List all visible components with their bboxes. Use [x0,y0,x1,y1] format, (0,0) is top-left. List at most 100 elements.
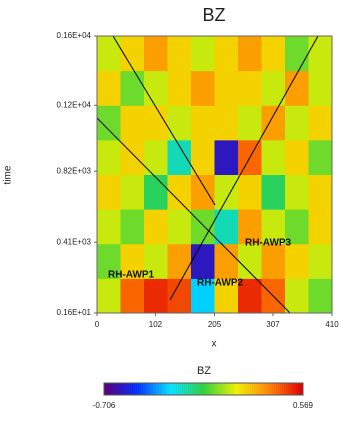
colorbar-segment [217,383,220,395]
heat-cell [144,278,168,313]
colorbar-segment [149,383,152,395]
colorbar-segment [221,383,224,395]
heat-cell [214,105,239,141]
annotation: RH-AWP3 [245,238,292,249]
heat-cell [167,278,192,313]
heat-cell [144,243,168,279]
colorbar-segment [135,383,138,395]
colorbar-segment [157,383,160,395]
colorbar-segment [155,383,158,395]
colorbar-segment [105,383,109,395]
y-tick-label: 0.16E+04 [57,31,92,40]
heat-cell [285,209,309,245]
heat-cell [167,70,192,106]
heat-cell [261,209,286,245]
heat-cell [191,36,215,72]
heat-cell [214,139,239,175]
colorbar-segment [295,383,298,395]
colorbar-segment [193,383,196,395]
colorbar-segment [111,383,115,395]
heat-cell [120,174,145,210]
annotation: RH-AWP2 [197,278,244,289]
colorbar-segment [167,383,170,395]
colorbar-segment [247,383,250,395]
colorbar-segment [181,383,184,395]
heat-cell [285,105,309,141]
heat-cell [214,36,239,72]
wave-line [169,36,319,301]
colorbar-segment [131,383,134,395]
heat-cell [261,70,286,106]
heat-cell [308,278,332,313]
y-axis-label: time [3,165,14,184]
colorbar-title: BZ [197,365,211,377]
heat-cell [214,278,239,313]
heat-cell [97,209,121,245]
heat-cell [120,243,145,279]
colorbar-segment [267,383,270,395]
y-tick-label: 0.41E+03 [57,237,92,246]
heat-cell [285,174,309,210]
heat-cell [308,36,332,72]
heat-cell [120,105,145,141]
heat-cell [238,105,262,141]
annotation: RH-AWP1 [108,270,155,281]
heat-cell [191,105,215,141]
wave-line [112,36,216,206]
heat-cell [167,243,192,279]
colorbar-segment [141,383,144,395]
colorbar-segment [245,383,248,395]
colorbar-segment [279,383,282,395]
heat-cell [214,209,239,245]
colorbar-segment [241,383,244,395]
colorbar-segment [173,383,176,395]
colorbar-segment [291,383,294,395]
heat-cell [308,105,332,141]
heat-cell [308,209,332,245]
wave-line [97,117,291,313]
heat-cell [97,278,121,313]
heat-cell [214,243,239,279]
colorbar-segment [179,383,182,395]
heat-cell [191,243,215,279]
colorbar-segment [177,383,180,395]
heat-cell [167,36,192,72]
colorbar-segment [227,383,230,395]
colorbar-segment [151,383,154,395]
heat-cell [261,139,286,175]
colorbar-segment [277,383,280,395]
heat-cell [285,278,309,313]
heat-cell [308,174,332,210]
colorbar-label: 0.569 [293,401,314,410]
heat-cell [238,70,262,106]
heat-cell [120,70,145,106]
colorbar-segment [299,383,302,395]
colorbar-segment [123,383,126,395]
colorbar-segment [211,383,214,395]
colorbar-segment [215,383,218,395]
heat-cell [97,139,121,175]
heat-cell [97,174,121,210]
colorbar-segment [185,383,188,395]
heat-cell [167,139,192,175]
heat-cell [191,174,215,210]
heat-cell [261,174,286,210]
heat-cell [238,174,262,210]
colorbar-segment [115,383,119,395]
colorbar-segment [145,383,148,395]
colorbar-segment [121,383,125,395]
heat-cell [261,243,286,279]
heat-cell [120,36,145,72]
heat-cell [238,209,262,245]
colorbar-segment [255,383,258,395]
colorbar-segment [223,383,226,395]
heat-cell [97,243,121,279]
colorbar-segment [301,383,304,395]
colorbar-label: -0.706 [93,401,116,410]
heat-cell [144,70,168,106]
x-tick-label: 0 [95,320,100,329]
colorbar-segment [219,383,222,395]
colorbar-segment [207,383,210,395]
colorbar-segment [235,383,238,395]
colorbar-segment [231,383,234,395]
